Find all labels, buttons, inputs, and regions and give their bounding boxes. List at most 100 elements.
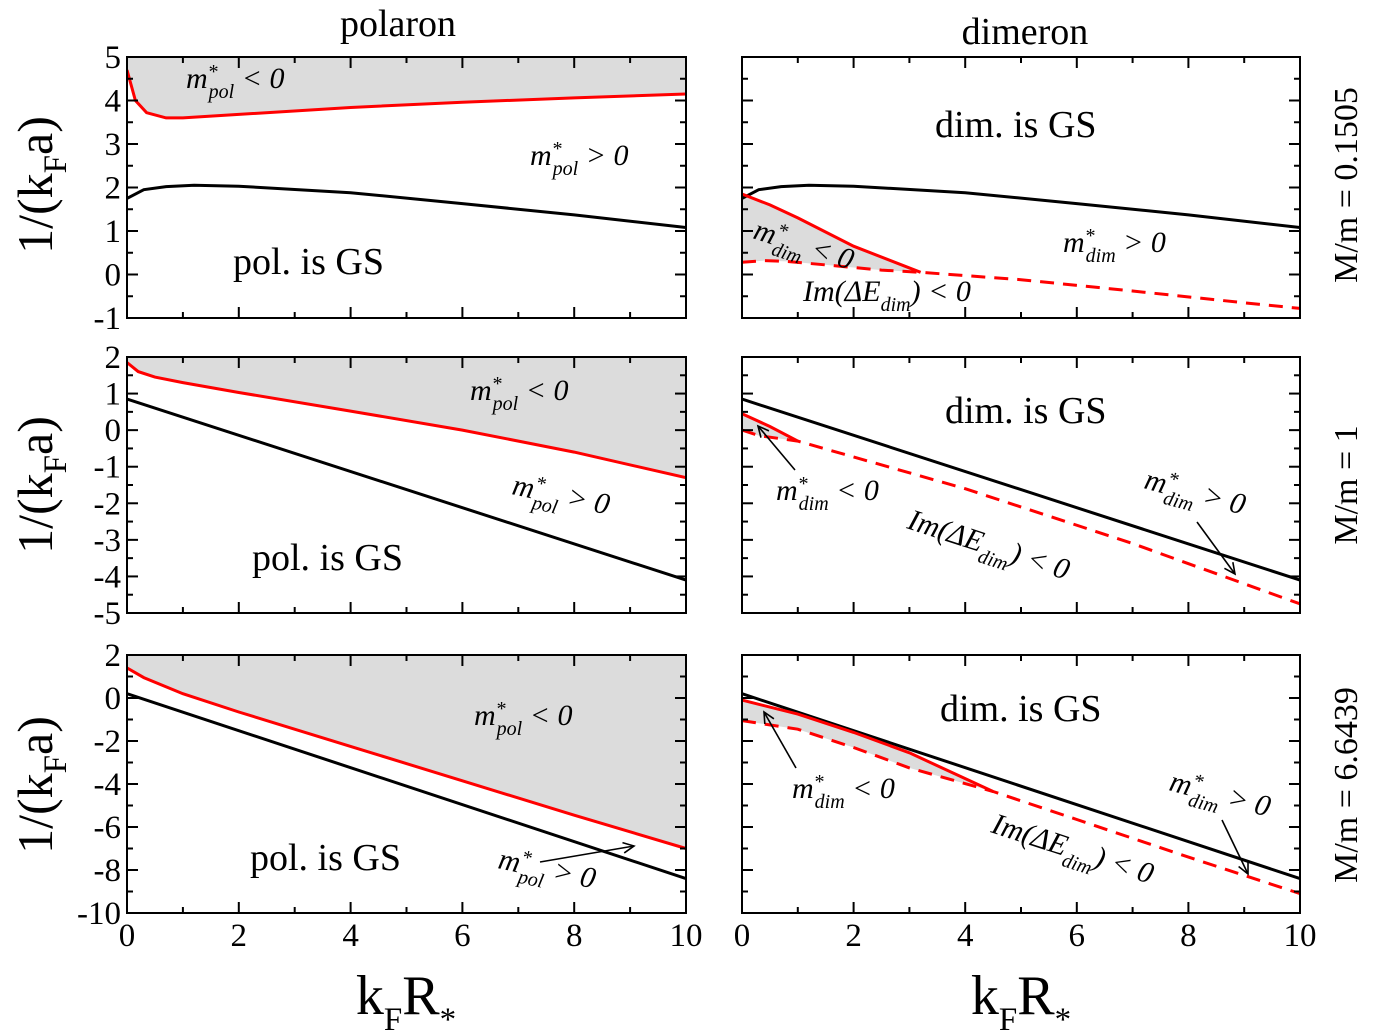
series-neg-mass-boundary [742,412,799,443]
y-tick-label: 4 [105,84,122,120]
y-tick-label: -2 [94,486,122,522]
shaded-region-neg-mass [127,357,686,478]
annotation-pol-gs-row-3: pol. is GS [250,837,401,879]
annotation-dim-gs-row-3: dim. is GS [940,688,1102,730]
arrow-mdim-neg-row-3-head [763,710,775,725]
annotation-mpol-pos-row-1: m* pol > 0 [530,138,628,180]
x-tick-label: 2 [845,918,862,954]
series-neg-mass-boundary [127,361,686,480]
annotation-mdim-pos-row-3: m*dim > 0 [1164,764,1274,831]
column-title-polaron: polaron [340,3,456,45]
series-ground-state-boundary [127,692,686,881]
annotation-mpol-neg-row-3: m* pol < 0 [474,698,572,740]
series-instability-boundary [742,259,1300,310]
annotation-im-row-3: Im(ΔEdim) < 0 [984,807,1157,898]
mass-label-row-2: M/m = 1 [1328,425,1365,544]
x-tick-label: 10 [670,918,703,954]
annotation-mpol-neg-row-1: m* pol < 0 [186,61,284,103]
series-ground-state-boundary [127,397,686,582]
arrow-mdim-pos-row-3-head [1238,861,1249,876]
y-tick-label: 3 [105,127,122,163]
shaded-region-neg-mass [127,655,686,849]
annotation-dim-gs-row-2: dim. is GS [945,390,1107,432]
annotation-im-row-1: Im(ΔEdim) < 0 [802,275,971,316]
y-tick-label: -8 [94,853,122,889]
series-ground-state-boundary [742,692,1300,881]
annotation-mpol-neg-row-2: m* pol < 0 [470,373,568,415]
annotation-mdim-neg-row-2: m* dim < 0 [776,473,879,515]
y-axis-label-row-3: 1/(kFa) [7,716,74,854]
series-neg-mass-boundary [742,698,994,793]
annotation-dim-gs-row-1: dim. is GS [935,104,1097,146]
annotation-pol-gs-row-2: pol. is GS [252,537,403,579]
arrow-mdim-neg-row-2 [757,425,796,471]
y-tick-label: -6 [94,810,122,846]
x-tick-label: 6 [454,918,471,954]
x-tick-label: 2 [231,918,248,954]
arrow-mdim-neg-row-3 [763,711,797,769]
panel-polaron-row-3 [127,655,686,881]
y-tick-label: -1 [94,301,122,337]
y-tick-label: 2 [105,340,122,376]
x-tick-label: 0 [734,918,751,954]
panel-dimeron-row-3 [742,692,1300,896]
y-tick-label: -4 [94,559,122,595]
series-ground-state-boundary [742,183,1300,229]
arrow-mdim-neg-row-2-head [756,424,770,438]
y-tick-label: -10 [77,896,121,932]
shaded-region-neg-mass [742,700,994,792]
series-ground-state-boundary [127,183,686,229]
series-neg-mass-boundary [742,192,922,274]
series-ground-state-boundary [742,397,1300,582]
annotation-im-row-2: Im(ΔEdim) < 0 [900,503,1073,594]
y-tick-label: 0 [105,413,122,449]
y-tick-label: 1 [105,214,122,250]
y-tick-label: 0 [105,681,122,717]
annotation-mpol-pos-row-2: m*pol > 0 [508,468,613,530]
annotation-pol-gs-row-1: pol. is GS [233,241,384,283]
panel-polaron-row-2 [127,357,686,582]
y-tick-label: 0 [105,258,122,294]
series-instability-boundary [742,428,1300,606]
mass-label-row-3: M/m = 6.6439 [1328,687,1365,883]
x-axis-label-polaron: kFR* [356,965,456,1030]
x-tick-label: 4 [342,918,359,954]
arrow-mdim-pos-row-3 [1221,819,1249,875]
y-tick-label: -5 [94,596,122,632]
panel-dimeron-row-2 [742,397,1300,606]
annotation-mpol-pos-row-3: m*pol > 0 [494,842,599,904]
y-axis-label-row-2: 1/(kFa) [7,416,74,554]
x-tick-label: 6 [1069,918,1086,954]
y-tick-label: 5 [105,40,122,76]
x-tick-label: 0 [119,918,136,954]
y-tick-label: 2 [105,171,122,207]
x-tick-label: 8 [566,918,583,954]
y-tick-label: -1 [94,450,122,486]
series-instability-boundary [742,719,1300,896]
y-tick-label: 1 [105,377,122,413]
arrow-mdim-pos-row-2 [1196,521,1236,575]
y-axis-label-row-1: 1/(kFa) [7,116,74,254]
x-tick-label: 10 [1284,918,1317,954]
column-title-dimeron: dimeron [962,11,1089,53]
series-neg-mass-boundary [127,666,686,850]
shaded-region-neg-mass [127,57,686,118]
y-tick-label: -4 [94,767,122,803]
arrow-mpol-pos-row-3 [539,845,635,863]
x-tick-label: 4 [957,918,974,954]
x-axis-label-dimeron: kFR* [971,965,1071,1030]
series-neg-mass-boundary [127,69,686,120]
annotation-mdim-neg-row-3: m* dim < 0 [792,771,895,813]
annotation-mdim-pos-row-2: m*dim > 0 [1139,462,1249,529]
y-tick-label: -2 [94,724,122,760]
arrow-mdim-pos-row-2-head [1224,562,1237,576]
panel-dimeron-row-1 [742,183,1300,310]
arrow-mpol-pos-row-3-head [622,841,636,854]
y-tick-label: 2 [105,638,122,674]
annotation-mdim-pos-row-1: m* dim > 0 [1063,225,1166,267]
y-tick-label: -3 [94,523,122,559]
mass-label-row-1: M/m = 0.1505 [1328,87,1365,283]
panel-polaron-row-1 [127,57,686,229]
x-tick-label: 8 [1180,918,1197,954]
